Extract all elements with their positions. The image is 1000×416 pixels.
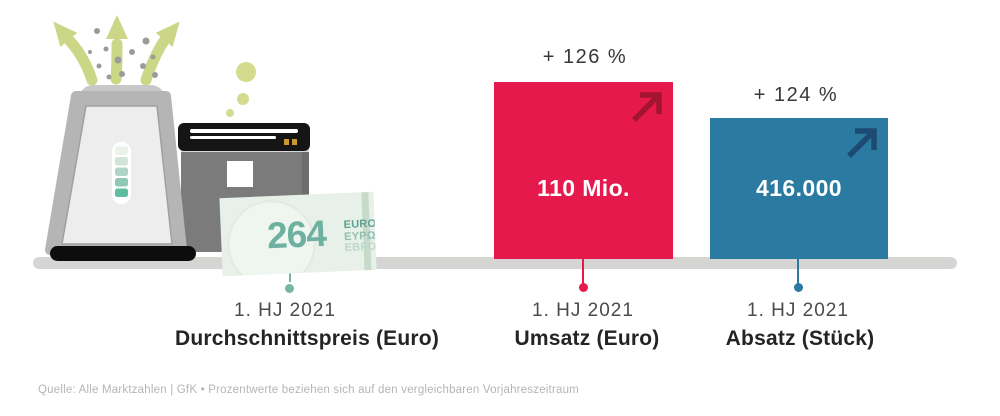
trend-up-icon — [632, 92, 662, 122]
connector-dot — [285, 284, 294, 293]
trend-up-icon — [847, 128, 877, 158]
bubble-dots — [226, 62, 256, 117]
banknote-illustration: 264 EURO ΕΥΡΩ ЕВРО — [219, 191, 377, 277]
period-label-price: 1. HJ 2021 — [234, 300, 336, 321]
connector-line — [797, 259, 799, 284]
units-bar: 416.000 — [710, 118, 888, 259]
source-note: Quelle: Alle Marktzahlen | GfK • Prozent… — [38, 384, 579, 396]
banknote-currency-cyrillic: ЕВРО — [344, 240, 377, 255]
connector-dot — [794, 283, 803, 292]
air-purifier-light — [45, 85, 196, 261]
connector-line — [582, 259, 584, 284]
revenue-change-label: + 126 % — [542, 46, 628, 68]
filter-level-indicator — [115, 146, 128, 197]
clean-air-arrows-icon — [64, 35, 170, 86]
units-change-label: + 124 % — [753, 84, 839, 106]
banknote-currency-words: EURO ΕΥΡΩ ЕВРО — [343, 218, 377, 255]
category-label-revenue: Umsatz (Euro) — [514, 327, 660, 350]
revenue-bar: 110 Mio. — [494, 82, 673, 259]
units-value: 416.000 — [756, 175, 842, 201]
category-label-price: Durchschnittspreis (Euro) — [174, 327, 440, 350]
particle-dots — [88, 28, 158, 80]
period-label-revenue: 1. HJ 2021 — [532, 300, 634, 321]
category-label-units: Absatz (Stück) — [725, 327, 875, 350]
clean-air-arrowheads — [53, 15, 180, 47]
connector-dot — [579, 283, 588, 292]
revenue-value: 110 Mio. — [537, 175, 630, 201]
banknote-value: 264 — [266, 212, 327, 257]
period-label-units: 1. HJ 2021 — [747, 300, 849, 321]
